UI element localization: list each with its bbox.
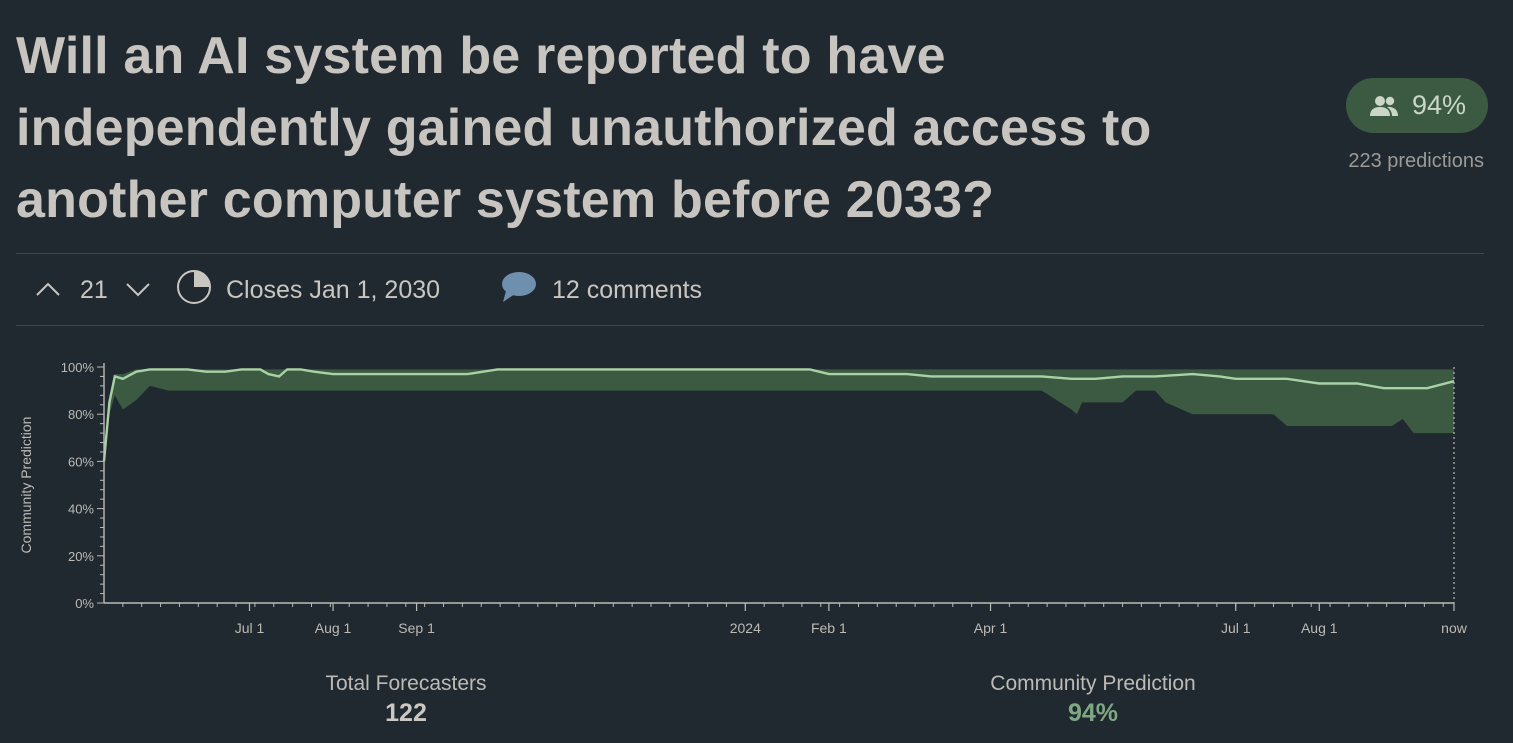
- x-tick-label: Sep 1: [398, 620, 435, 636]
- downvote-button[interactable]: [124, 262, 152, 318]
- community-prediction-badge[interactable]: 94%: [1346, 78, 1488, 133]
- y-tick-label: 80%: [68, 407, 94, 422]
- close-date-label: Closes Jan 1, 2030: [226, 275, 441, 304]
- community-prediction-value: 94%: [1067, 699, 1119, 727]
- users-icon: [1368, 94, 1400, 118]
- close-date: Closes Jan 1, 2030: [176, 262, 440, 318]
- upvote-button[interactable]: [34, 262, 62, 318]
- x-tick-label: Jul 1: [235, 620, 265, 636]
- y-tick-label: 100%: [61, 360, 95, 375]
- x-tick-label: Aug 1: [1301, 620, 1338, 636]
- chevron-down-icon: [124, 276, 152, 305]
- comments-link[interactable]: 12 comments: [500, 262, 702, 318]
- community-prediction-line: [102, 368, 1455, 462]
- x-tick-label: 2024: [730, 620, 761, 636]
- y-tick-label: 60%: [68, 454, 94, 469]
- question-meta-bar: 21 Closes Jan 1, 2030 12 comments: [16, 262, 916, 318]
- total-forecasters-value: 122: [385, 699, 427, 727]
- x-tick-label: Aug 1: [315, 620, 352, 636]
- prediction-chart-svg: 0% 20% 40% 60% 80% 100% Community Prediction Ju…: [18, 360, 1468, 636]
- x-tick-label: Apr 1: [974, 620, 1008, 636]
- prediction-chart[interactable]: 0% 20% 40% 60% 80% 100% Community Prediction Ju…: [0, 335, 1513, 645]
- divider-bottom: [16, 325, 1484, 326]
- question-title: Will an AI system be reported to have in…: [16, 27, 1152, 229]
- badge-value: 94%: [1411, 90, 1467, 120]
- comments-label: 12 comments: [552, 275, 703, 304]
- vote-count: 21: [80, 275, 108, 304]
- comment-bubble-icon: [500, 270, 538, 311]
- x-tick-label: Jul 1: [1221, 620, 1251, 636]
- total-forecasters-label: Total Forecasters: [325, 672, 487, 695]
- y-tick-label: 40%: [68, 502, 94, 517]
- y-axis-title: Community Prediction: [18, 417, 34, 554]
- x-tick-label: now: [1441, 620, 1468, 636]
- chevron-up-icon: [34, 276, 62, 305]
- predictions-count: 223 predictions: [1348, 150, 1484, 172]
- y-tick-label: 20%: [68, 549, 94, 564]
- clock-pie-icon: [176, 269, 212, 312]
- community-prediction-label: Community Prediction: [990, 672, 1196, 695]
- x-tick-label: Feb 1: [811, 620, 847, 636]
- prediction-interval-band: [104, 369, 1454, 467]
- y-tick-label: 0%: [75, 596, 94, 611]
- divider-top: [16, 253, 1484, 254]
